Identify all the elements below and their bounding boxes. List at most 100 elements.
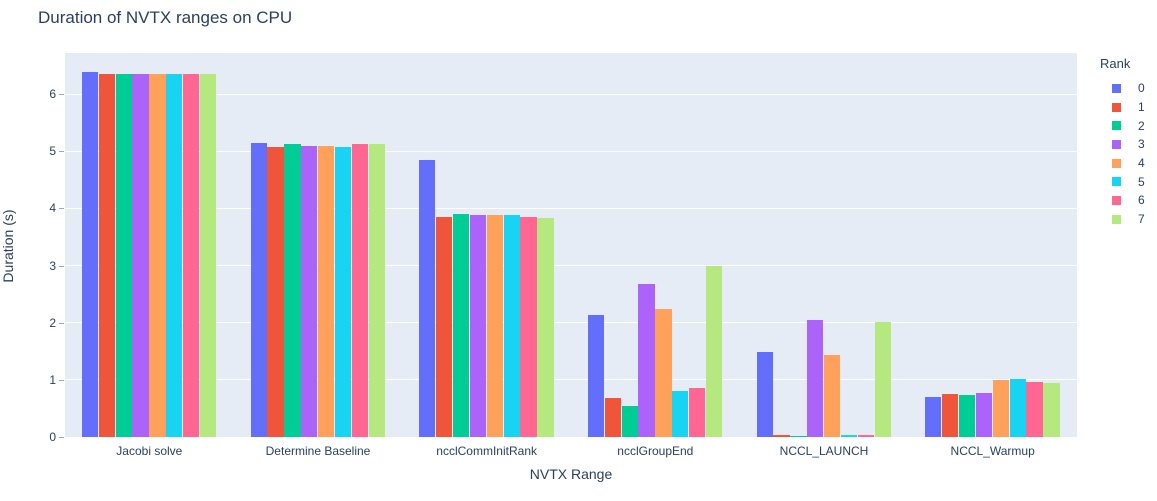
plot-area[interactable]: [65, 53, 1077, 437]
bar-rank4-NCCL_LAUNCH[interactable]: [824, 354, 841, 437]
bar-rank3-NCCL_Warmup[interactable]: [975, 393, 993, 437]
x-axis-title: NVTX Range: [529, 466, 613, 482]
bar-rank6-NCCL_Warmup[interactable]: [1026, 381, 1043, 437]
legend-label: 2: [1138, 118, 1145, 133]
legend-label: 0: [1138, 81, 1145, 96]
bar-rank2-Jacobi-solve[interactable]: [115, 73, 132, 437]
bar-rank0-NCCL_LAUNCH[interactable]: [756, 351, 773, 437]
bar-rank6-NCCL_LAUNCH[interactable]: [857, 435, 874, 437]
bar-rank5-Jacobi-solve[interactable]: [166, 73, 183, 437]
bar-rank4-Jacobi-solve[interactable]: [149, 73, 166, 437]
bar-rank4-ncclGroupEnd[interactable]: [655, 309, 672, 437]
legend: Rank 0 1 2 3 4 5 6 7: [1095, 56, 1145, 229]
legend-item-rank-6[interactable]: 6: [1095, 191, 1145, 210]
bar-rank1-ncclGroupEnd[interactable]: [604, 398, 621, 437]
legend-item-rank-3[interactable]: 3: [1095, 135, 1145, 154]
bar-rank4-ncclCommInitRank[interactable]: [486, 215, 503, 437]
bar-rank7-NCCL_Warmup[interactable]: [1043, 382, 1060, 437]
legend-label: 1: [1138, 100, 1145, 115]
x-tick-label: NCCL_Warmup: [950, 444, 1035, 458]
x-tick-label: Jacobi solve: [116, 444, 183, 458]
bar-rank6-ncclGroupEnd[interactable]: [689, 388, 706, 437]
gridline: [65, 265, 1077, 267]
legend-swatch: [1112, 195, 1121, 205]
legend-item-rank-2[interactable]: 2: [1095, 116, 1145, 135]
bar-rank3-Determine-Baseline[interactable]: [301, 145, 318, 437]
bar-rank5-Determine-Baseline[interactable]: [334, 147, 352, 437]
legend-label: 7: [1138, 212, 1145, 227]
y-tick-label: 0: [49, 430, 56, 444]
bar-rank2-Determine-Baseline[interactable]: [284, 144, 301, 437]
bar-rank1-Determine-Baseline[interactable]: [267, 147, 284, 437]
legend-item-rank-1[interactable]: 1: [1095, 98, 1145, 117]
bar-rank5-NCCL_LAUNCH[interactable]: [840, 435, 858, 437]
y-tick-mark: [59, 379, 64, 381]
bar-rank5-NCCL_Warmup[interactable]: [1009, 378, 1026, 437]
legend-item-rank-4[interactable]: 4: [1095, 154, 1145, 173]
gridline: [65, 150, 1077, 152]
bar-rank0-Jacobi-solve[interactable]: [81, 72, 99, 437]
legend-swatch: [1112, 139, 1121, 149]
legend-label: 3: [1138, 137, 1145, 152]
bar-rank2-NCCL_Warmup[interactable]: [958, 394, 976, 437]
legend-swatch: [1112, 214, 1121, 224]
gridline: [65, 93, 1077, 95]
bar-rank6-Determine-Baseline[interactable]: [351, 144, 368, 437]
bar-rank1-NCCL_Warmup[interactable]: [942, 393, 959, 437]
x-tick-label: NCCL_LAUNCH: [779, 444, 869, 458]
legend-item-rank-5[interactable]: 5: [1095, 172, 1145, 191]
x-tick-label: ncclCommInitRank: [436, 444, 537, 458]
y-tick-label: 3: [49, 258, 56, 273]
y-tick-label: 2: [49, 315, 56, 330]
y-tick-label: 5: [49, 144, 56, 159]
bar-rank5-ncclCommInitRank[interactable]: [503, 215, 520, 437]
chart-title: Duration of NVTX ranges on CPU: [38, 8, 293, 27]
legend-item-rank-0[interactable]: 0: [1095, 79, 1145, 98]
bar-rank7-Jacobi-solve[interactable]: [199, 73, 217, 437]
x-tick-label: Determine Baseline: [265, 444, 371, 458]
bar-rank1-NCCL_LAUNCH[interactable]: [773, 435, 790, 437]
legend-title: Rank: [1100, 56, 1131, 71]
bar-rank5-ncclGroupEnd[interactable]: [672, 391, 689, 437]
bar-rank2-ncclCommInitRank[interactable]: [452, 213, 470, 437]
bar-rank1-ncclCommInitRank[interactable]: [436, 217, 453, 437]
bar-rank0-ncclGroupEnd[interactable]: [587, 315, 605, 437]
legend-swatch: [1112, 158, 1121, 168]
legend-swatch: [1112, 121, 1121, 131]
x-tick-label: ncclGroupEnd: [617, 444, 694, 458]
bar-rank7-ncclCommInitRank[interactable]: [537, 218, 554, 437]
y-axis-title: Duration (s): [0, 209, 16, 283]
bar-rank2-ncclGroupEnd[interactable]: [621, 405, 638, 437]
gridline: [65, 379, 1077, 381]
bar-rank2-NCCL_LAUNCH[interactable]: [790, 435, 807, 437]
y-tick-label: 4: [49, 201, 56, 216]
bar-rank6-ncclCommInitRank[interactable]: [520, 217, 537, 437]
y-tick-mark: [59, 151, 64, 153]
bar-rank1-Jacobi-solve[interactable]: [98, 73, 115, 437]
gridline: [65, 322, 1077, 324]
legend-label: 6: [1138, 193, 1145, 208]
y-tick-label: 1: [49, 372, 56, 387]
bar-rank3-ncclGroupEnd[interactable]: [638, 283, 655, 437]
y-tick-label: 6: [49, 87, 56, 102]
bar-rank0-ncclCommInitRank[interactable]: [419, 159, 436, 437]
legend-item-rank-7[interactable]: 7: [1095, 210, 1145, 229]
gridline: [65, 207, 1077, 209]
bar-rank6-Jacobi-solve[interactable]: [183, 73, 200, 437]
bar-rank0-Determine-Baseline[interactable]: [250, 142, 267, 437]
bar-rank7-NCCL_LAUNCH[interactable]: [874, 321, 891, 437]
bar-rank3-NCCL_LAUNCH[interactable]: [807, 319, 824, 437]
bar-rank4-Determine-Baseline[interactable]: [318, 145, 335, 437]
bar-rank7-Determine-Baseline[interactable]: [368, 143, 385, 437]
legend-label: 5: [1138, 174, 1145, 189]
y-tick-mark: [59, 208, 64, 210]
y-tick-mark: [59, 94, 64, 96]
y-tick-mark: [59, 322, 64, 324]
bar-rank3-Jacobi-solve[interactable]: [132, 73, 149, 437]
bar-rank0-NCCL_Warmup[interactable]: [925, 397, 942, 437]
bar-rank7-ncclGroupEnd[interactable]: [705, 266, 723, 437]
bar-rank3-ncclCommInitRank[interactable]: [469, 215, 487, 437]
y-tick-mark: [59, 437, 64, 438]
bar-rank4-NCCL_Warmup[interactable]: [992, 379, 1009, 437]
